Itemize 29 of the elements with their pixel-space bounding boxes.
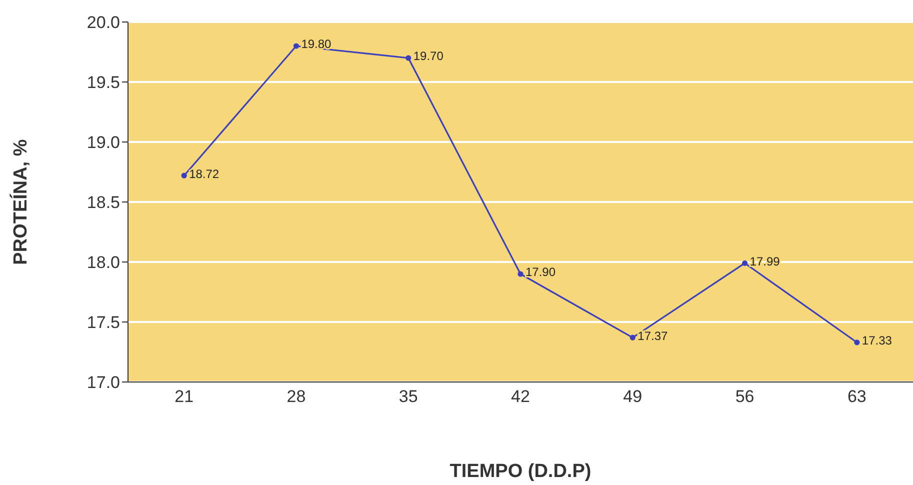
data-label: 18.72 <box>189 166 220 181</box>
x-axis-title: TIEMPO (D.D.P) <box>450 461 592 482</box>
y-tick-label: 20.0 <box>86 13 120 32</box>
y-tick-label: 19.0 <box>86 133 120 152</box>
x-tick-label: 49 <box>623 387 642 406</box>
y-tick-label: 17.5 <box>86 313 120 332</box>
data-label: 17.33 <box>862 334 892 348</box>
point <box>630 334 636 340</box>
x-tick-label: 42 <box>511 387 530 406</box>
x-tick-label: 35 <box>398 387 418 406</box>
point <box>406 55 412 61</box>
data-label: 17.37 <box>638 328 668 343</box>
point <box>293 43 300 49</box>
data-label: 19.80 <box>301 37 332 52</box>
x-tick-label: 28 <box>286 387 306 406</box>
y-tick-label: 18.0 <box>86 253 120 272</box>
y-tick-label: 19.5 <box>86 73 120 92</box>
point <box>181 172 187 178</box>
point <box>854 340 860 346</box>
y-tick-label: 17.0 <box>86 373 120 392</box>
point <box>518 271 524 277</box>
x-tick-label: 21 <box>174 387 194 406</box>
y-axis-title: PROTEÍNA, % <box>10 139 32 265</box>
data-label: 17.90 <box>526 265 556 280</box>
y-tick-label: 18.5 <box>86 193 120 212</box>
point <box>742 260 748 266</box>
data-label: 19.70 <box>413 49 444 64</box>
x-tick-label: 63 <box>847 387 866 406</box>
x-tick-label: 56 <box>735 387 754 406</box>
